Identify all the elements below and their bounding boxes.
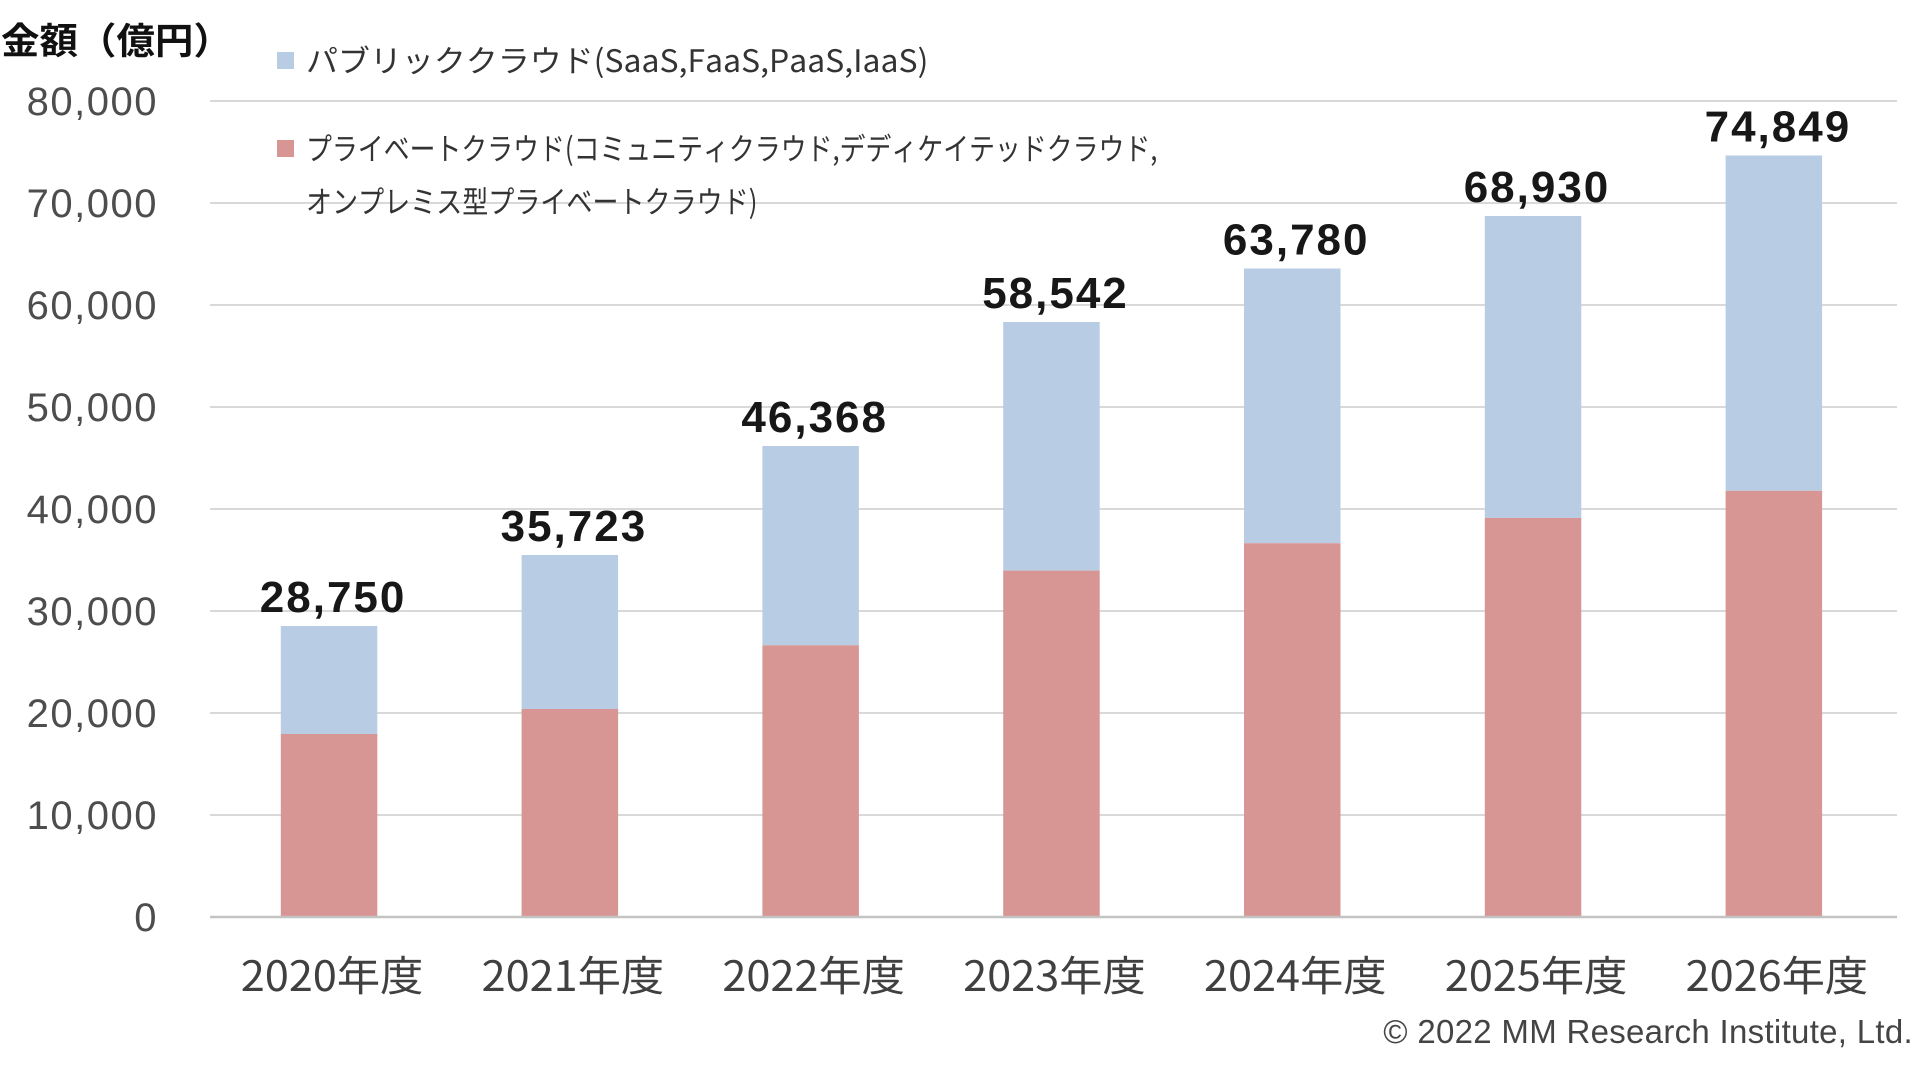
svg-text:80,000: 80,000 [27, 80, 158, 124]
svg-text:58,542: 58,542 [982, 269, 1129, 318]
svg-text:46,368: 46,368 [741, 393, 888, 442]
svg-text:70,000: 70,000 [27, 182, 158, 226]
svg-text:28,750: 28,750 [260, 573, 407, 622]
svg-text:10,000: 10,000 [27, 794, 158, 838]
svg-text:68,930: 68,930 [1464, 163, 1611, 212]
svg-text:40,000: 40,000 [27, 488, 158, 532]
svg-text:50,000: 50,000 [27, 386, 158, 430]
svg-text:0: 0 [134, 896, 158, 940]
svg-text:63,780: 63,780 [1223, 216, 1370, 265]
svg-text:74,849: 74,849 [1705, 103, 1852, 152]
svg-text:30,000: 30,000 [27, 590, 158, 634]
svg-text:35,723: 35,723 [501, 502, 648, 551]
svg-text:20,000: 20,000 [27, 692, 158, 736]
svg-text:© 2022 MM Research Institute,: © 2022 MM Research Institute, Ltd. [1383, 1013, 1913, 1050]
svg-text:60,000: 60,000 [27, 284, 158, 328]
